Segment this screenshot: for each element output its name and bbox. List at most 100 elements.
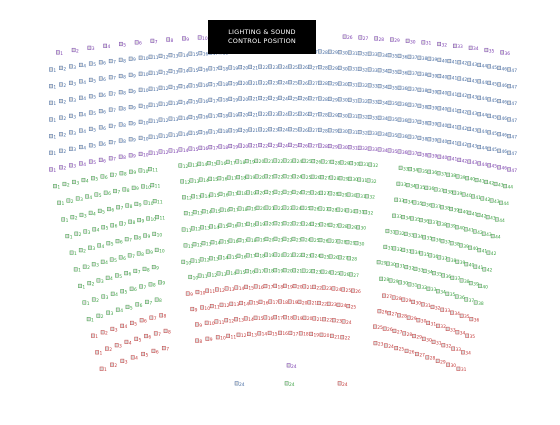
seat[interactable]: 23 bbox=[282, 189, 293, 196]
seat[interactable]: 29 bbox=[336, 207, 347, 214]
seat[interactable]: 22 bbox=[273, 158, 284, 165]
seat[interactable]: 11 bbox=[148, 70, 159, 77]
seat[interactable]: 14 bbox=[198, 177, 209, 184]
seat[interactable]: 25 bbox=[300, 205, 311, 212]
seat[interactable]: 36 bbox=[421, 201, 432, 208]
seat[interactable]: 24 bbox=[278, 142, 288, 149]
seat[interactable]: 34 bbox=[377, 52, 388, 59]
seat[interactable]: 5 bbox=[134, 336, 142, 343]
seat[interactable]: 7 bbox=[127, 253, 135, 260]
seat[interactable]: 19 bbox=[228, 112, 239, 119]
seat[interactable]: 8 bbox=[118, 106, 126, 113]
seat[interactable]: 19 bbox=[273, 268, 284, 275]
seat[interactable]: 33 bbox=[367, 51, 378, 58]
seat[interactable]: 34 bbox=[422, 268, 433, 275]
seat[interactable]: 37 bbox=[450, 275, 461, 282]
seat[interactable]: 47 bbox=[507, 150, 517, 157]
seat[interactable]: 30 bbox=[345, 208, 356, 215]
seat[interactable]: 10 bbox=[138, 87, 149, 94]
seat[interactable]: 31 bbox=[355, 193, 366, 200]
seat[interactable]: 12 bbox=[158, 101, 169, 108]
seat[interactable]: 9 bbox=[128, 121, 136, 128]
seat[interactable]: 20 bbox=[297, 299, 308, 306]
seat[interactable]: 17 bbox=[228, 207, 239, 213]
seat[interactable]: 1 bbox=[65, 234, 73, 240]
seat[interactable]: 8 bbox=[118, 73, 126, 80]
seat[interactable]: 1 bbox=[49, 100, 56, 107]
seat[interactable]: 19 bbox=[228, 96, 239, 103]
seat[interactable]: 29 bbox=[401, 297, 412, 304]
seat[interactable]: 9 bbox=[128, 104, 136, 111]
seat[interactable]: 31 bbox=[347, 129, 358, 136]
seat[interactable]: 14 bbox=[178, 84, 189, 90]
seat[interactable]: 36 bbox=[424, 185, 435, 192]
seat[interactable]: 27 bbox=[308, 96, 318, 103]
seat[interactable]: 45 bbox=[487, 163, 498, 170]
seat[interactable]: 21 bbox=[312, 316, 323, 323]
seat[interactable]: 40 bbox=[437, 57, 448, 64]
seat[interactable]: 44 bbox=[490, 234, 501, 240]
seat[interactable]: 39 bbox=[427, 88, 438, 95]
seat[interactable]: 12 bbox=[158, 133, 169, 140]
seat[interactable]: 21 bbox=[264, 174, 274, 181]
seat[interactable]: 15 bbox=[188, 83, 199, 90]
seat[interactable]: 46 bbox=[497, 82, 507, 89]
seat[interactable]: 31 bbox=[358, 161, 369, 168]
seat[interactable]: 9 bbox=[158, 280, 165, 287]
seat[interactable]: 13 bbox=[168, 53, 179, 60]
seat[interactable]: 44 bbox=[477, 144, 488, 151]
seat[interactable]: 6 bbox=[98, 76, 106, 83]
seat[interactable]: 37 bbox=[428, 219, 438, 226]
seat[interactable]: 19 bbox=[255, 237, 266, 244]
seat[interactable]: 31 bbox=[395, 263, 405, 270]
seat[interactable]: 31 bbox=[357, 177, 368, 184]
seat[interactable]: 11 bbox=[183, 243, 194, 250]
seat[interactable]: 13 bbox=[229, 301, 240, 308]
seat[interactable]: 19 bbox=[283, 283, 293, 290]
seat[interactable]: 17 bbox=[254, 268, 265, 275]
seat[interactable]: 31 bbox=[347, 145, 358, 152]
seat[interactable]: 31 bbox=[385, 228, 396, 235]
seat[interactable]: 37 bbox=[430, 203, 441, 210]
seat[interactable]: 13 bbox=[168, 148, 179, 155]
seat[interactable]: 26 bbox=[377, 309, 388, 316]
seat[interactable]: 37 bbox=[437, 255, 448, 262]
seat[interactable]: 24 bbox=[292, 174, 302, 181]
seat[interactable]: 32 bbox=[394, 230, 405, 237]
seat[interactable]: 46 bbox=[497, 148, 507, 155]
seat[interactable]: 11 bbox=[190, 258, 201, 265]
seat[interactable]: 12 bbox=[207, 272, 218, 279]
seat[interactable]: 4 bbox=[105, 275, 113, 282]
seat[interactable]: 46 bbox=[497, 115, 507, 122]
seat[interactable]: 47 bbox=[507, 84, 517, 91]
seat[interactable]: 42 bbox=[482, 267, 493, 274]
seat[interactable]: 21 bbox=[264, 189, 275, 196]
seat[interactable]: 40 bbox=[464, 262, 475, 269]
seat[interactable]: 6 bbox=[98, 125, 106, 132]
seat[interactable]: 19 bbox=[292, 315, 303, 322]
seat[interactable]: 12 bbox=[199, 257, 210, 264]
seat[interactable]: 35 bbox=[387, 68, 398, 75]
seat[interactable]: 3 bbox=[87, 45, 95, 52]
seat[interactable]: 37 bbox=[407, 118, 418, 125]
seat[interactable]: 29 bbox=[327, 49, 338, 56]
seat[interactable]: 26 bbox=[298, 127, 308, 134]
seat[interactable]: 18 bbox=[236, 175, 246, 182]
seat[interactable]: 6 bbox=[134, 40, 142, 47]
seat[interactable]: 2 bbox=[91, 297, 99, 304]
seat[interactable]: 39 bbox=[445, 223, 456, 230]
seat[interactable]: 40 bbox=[437, 106, 448, 113]
seat[interactable]: 7 bbox=[110, 172, 117, 179]
seat[interactable]: 37 bbox=[440, 239, 451, 246]
seat[interactable]: 13 bbox=[247, 331, 257, 338]
seat[interactable]: 5 bbox=[119, 41, 126, 48]
seat[interactable]: 8 bbox=[118, 154, 126, 161]
seat[interactable]: 26 bbox=[319, 222, 330, 229]
seat[interactable]: 39 bbox=[427, 104, 438, 111]
seat[interactable]: 41 bbox=[447, 91, 458, 98]
seat[interactable]: 35 bbox=[465, 333, 476, 340]
seat[interactable]: 3 bbox=[83, 229, 91, 236]
seat[interactable]: 6 bbox=[98, 157, 106, 164]
seat[interactable]: 32 bbox=[357, 98, 368, 105]
seat[interactable]: 6 bbox=[98, 60, 106, 67]
